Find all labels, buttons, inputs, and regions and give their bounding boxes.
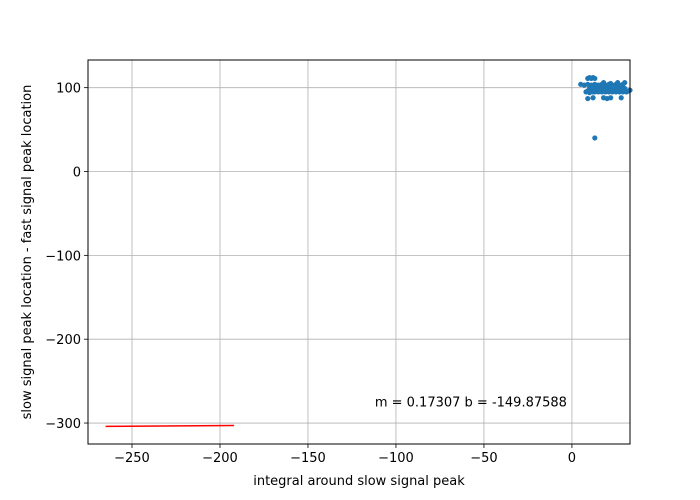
scatter-point [608,80,614,87]
y-tick-label: 100 [56,82,81,97]
x-axis-label: integral around slow signal peak [253,474,465,489]
x-tick-label: −100 [378,451,414,466]
x-tick-label: −150 [290,451,326,466]
x-tick-label: −200 [202,451,238,466]
scatter-point [592,75,598,82]
scatter-point [608,95,614,101]
x-tick-label: −50 [470,451,497,466]
scatter-point [590,95,596,101]
scatter-point [622,85,628,92]
scatter-point [615,80,621,86]
y-tick-label: 0 [73,166,81,181]
scatter-point [622,80,628,86]
y-axis-label: slow signal peak location - fast signal … [20,85,35,420]
y-tick-label: −100 [45,249,81,264]
scatter-point [585,95,591,102]
scatter-point [618,95,624,101]
y-tick-label: −300 [45,417,81,432]
data-layer [105,75,633,428]
plot-area-frame [87,59,631,445]
x-tick-label: 0 [568,451,576,466]
grid [88,60,630,444]
scatter-point [592,135,598,141]
scatter-point [601,80,607,86]
ticks: −250 −200 −150 −100 −50 0 −300 −200 −100 0 100 [45,82,576,466]
fit-annotation: m = 0.17307 b = -149.87588 [375,395,567,410]
y-tick-label: −200 [45,333,81,348]
x-tick-label: −250 [114,451,150,466]
fit-line [105,424,235,428]
